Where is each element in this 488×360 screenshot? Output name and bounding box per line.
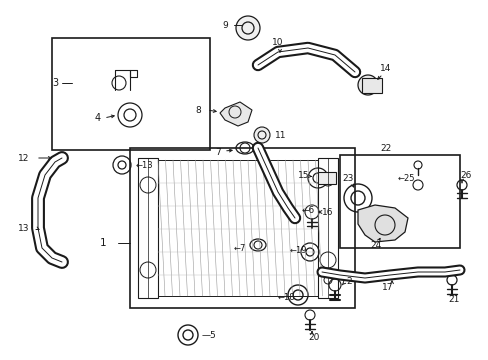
Bar	[317, 158, 337, 298]
Text: 2: 2	[346, 278, 351, 287]
Polygon shape	[220, 102, 251, 126]
Circle shape	[357, 75, 377, 95]
Text: 3: 3	[52, 78, 58, 88]
Text: 15: 15	[297, 171, 309, 180]
Text: 9: 9	[222, 21, 227, 30]
Text: 26: 26	[459, 171, 470, 180]
Polygon shape	[357, 205, 407, 242]
Bar	[339, 155, 459, 248]
Text: 10: 10	[271, 37, 283, 46]
Text: ←18: ←18	[278, 293, 295, 302]
Circle shape	[236, 16, 260, 40]
Text: 22: 22	[379, 144, 390, 153]
Text: 21: 21	[447, 296, 458, 305]
Text: 23: 23	[341, 174, 353, 183]
Text: ←7: ←7	[234, 243, 246, 252]
Text: 8: 8	[195, 105, 201, 114]
Text: ←25: ←25	[397, 174, 415, 183]
Bar	[317, 172, 335, 184]
Bar	[361, 78, 381, 93]
Text: 13: 13	[18, 224, 29, 233]
Bar	[158, 160, 317, 296]
Bar	[138, 158, 158, 298]
Text: 14: 14	[379, 63, 390, 72]
Text: ←6: ←6	[302, 206, 315, 215]
Text: 1: 1	[100, 238, 106, 248]
Bar	[130, 148, 354, 308]
Circle shape	[253, 127, 269, 143]
Text: 24: 24	[369, 240, 381, 249]
Text: 16: 16	[321, 207, 333, 216]
Text: 7: 7	[215, 148, 220, 157]
Text: 17: 17	[381, 284, 393, 292]
Text: —5: —5	[202, 330, 216, 339]
Text: ←13: ←13	[136, 161, 153, 170]
Text: ←19: ←19	[289, 246, 307, 255]
Bar	[52, 38, 209, 150]
Text: 4: 4	[95, 113, 101, 123]
Text: 12: 12	[18, 153, 29, 162]
Text: 20: 20	[307, 333, 319, 342]
Text: 11: 11	[274, 131, 286, 140]
